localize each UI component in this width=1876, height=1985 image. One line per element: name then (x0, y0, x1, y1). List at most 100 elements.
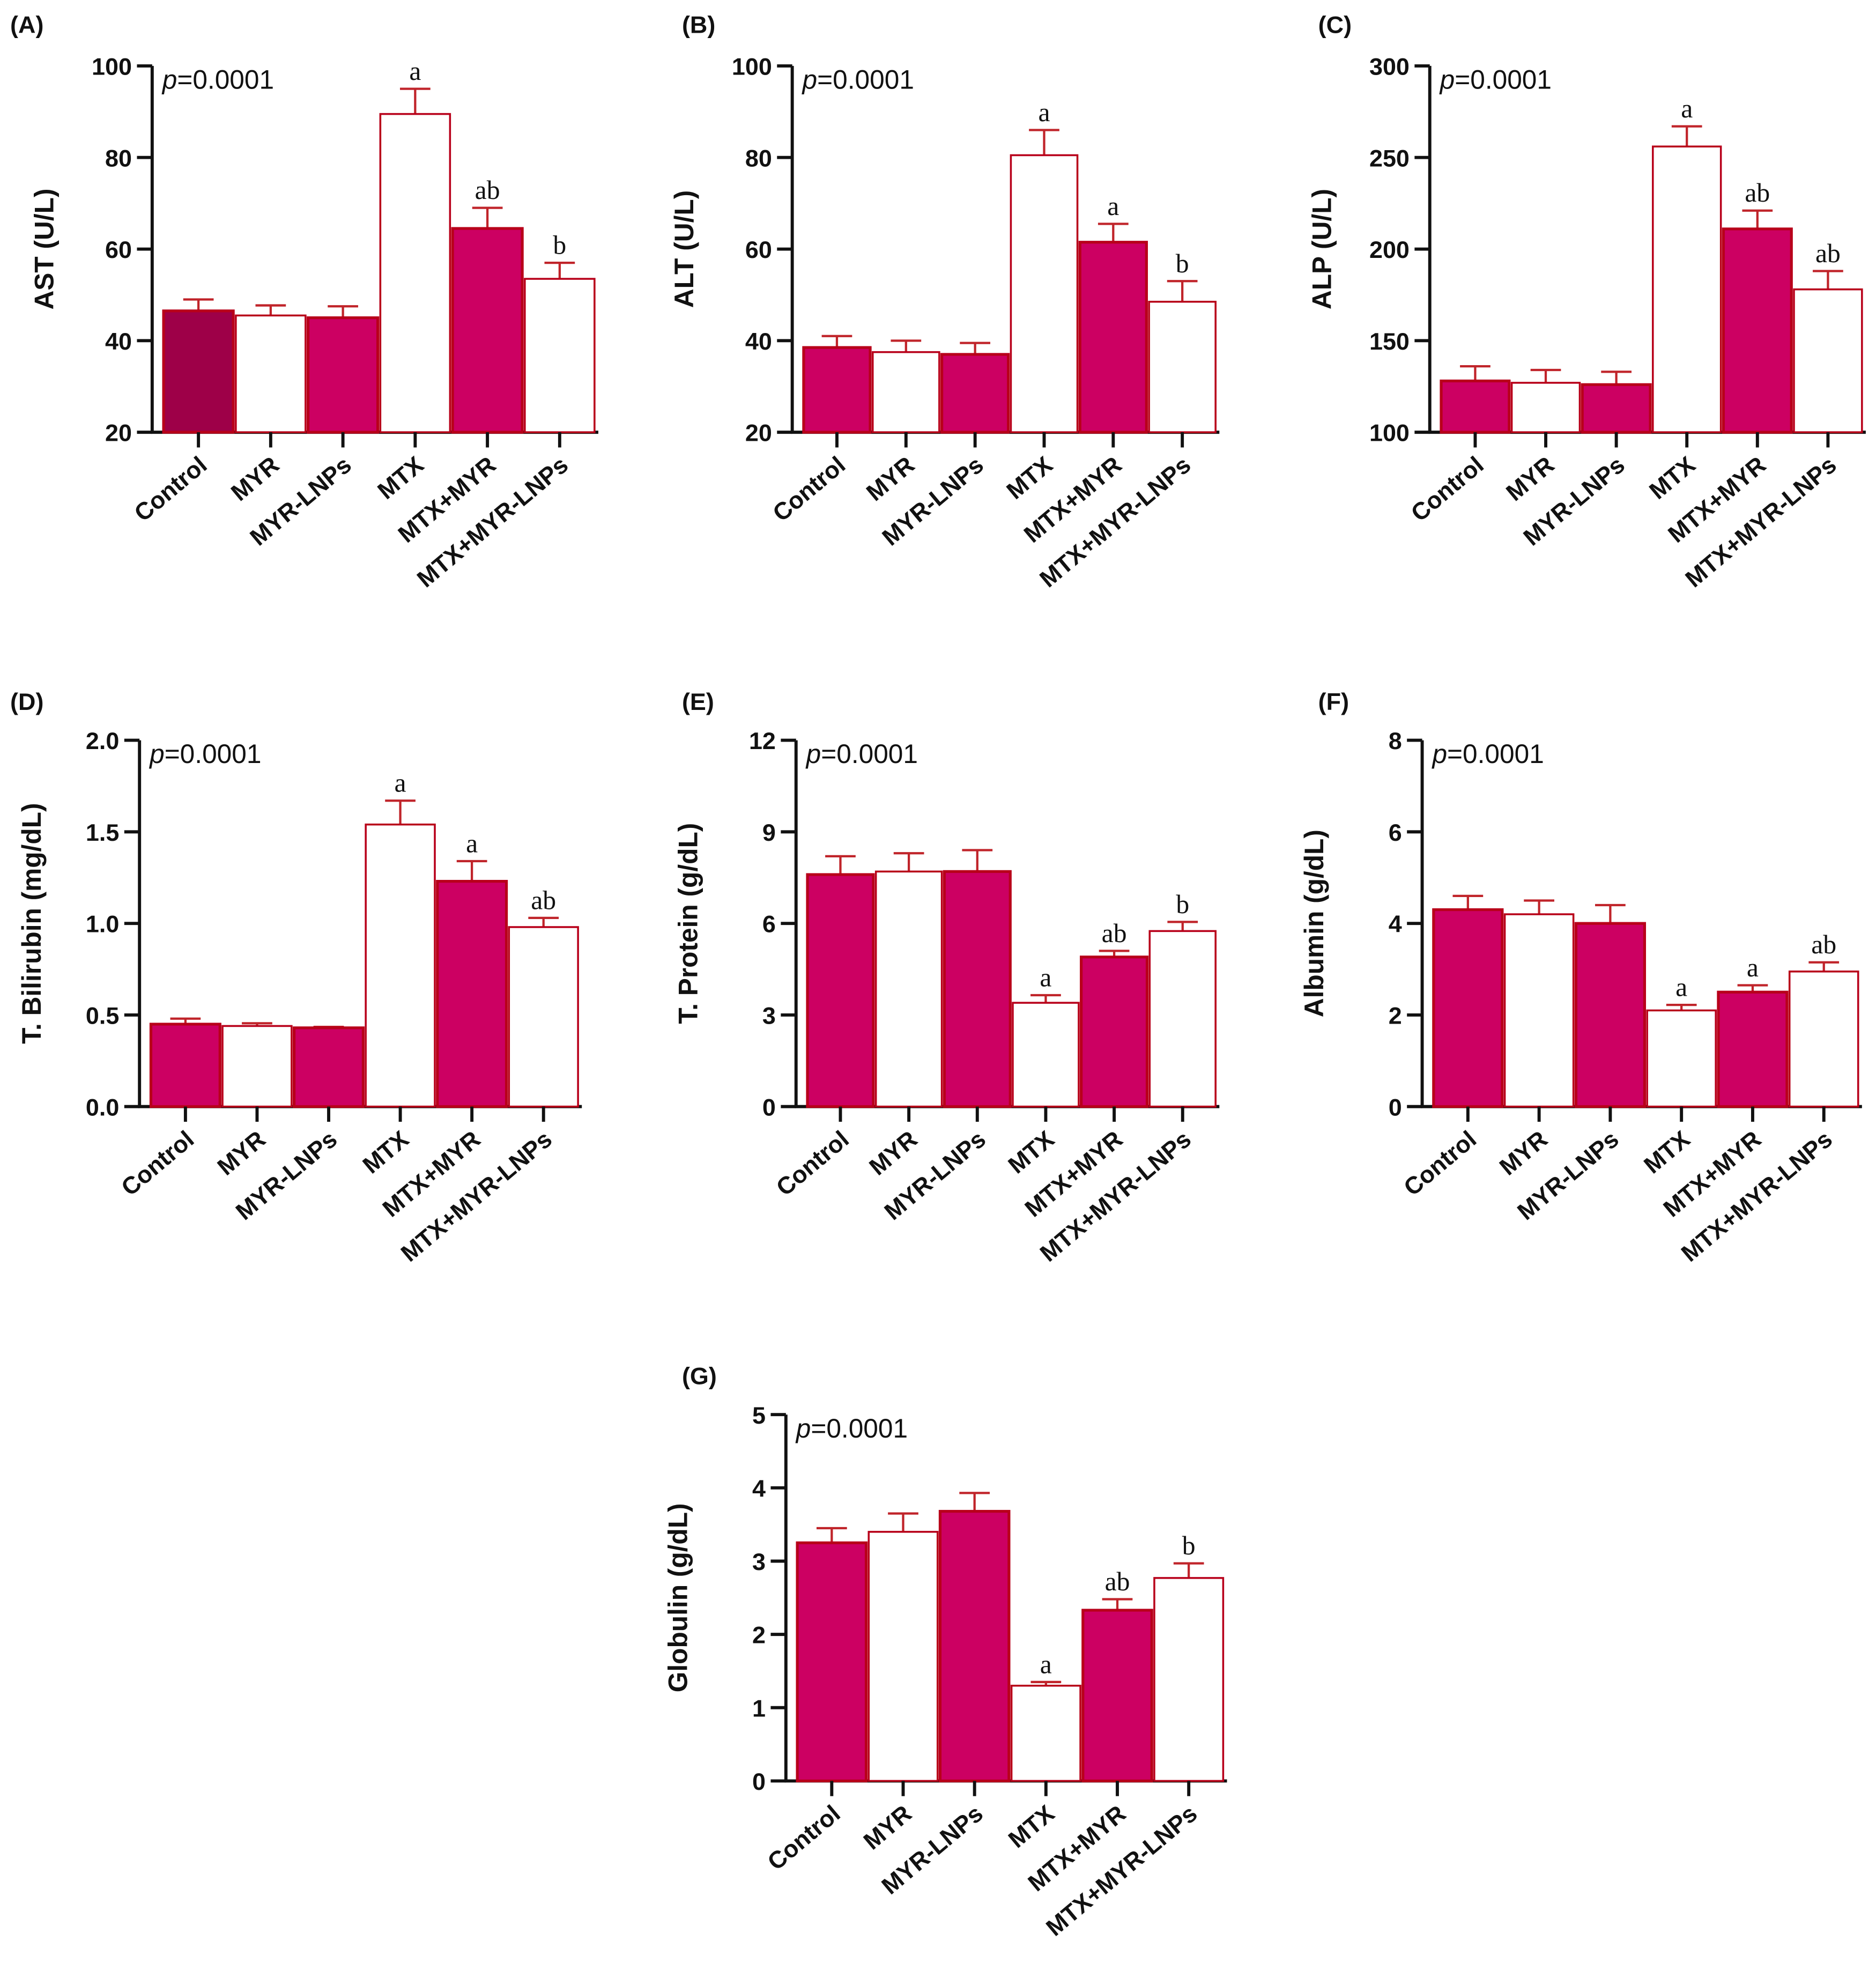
significance-letter: ab (1105, 1567, 1130, 1596)
p-value-symbol: p (1431, 739, 1447, 769)
x-tick-label: MYR (858, 1799, 917, 1855)
bar-mtx-myr-lnps (524, 278, 596, 433)
chart-panel-e: (E) 0 3 6 9 12 T. Protein (g/dL) p=0.0001 Contro… (673, 688, 1220, 1267)
bar-mtx-myr-lnps (1148, 300, 1217, 433)
p-value-label: p=0.0001 (805, 739, 918, 769)
y-tick-label: 80 (745, 144, 772, 172)
significance-letter: a (1038, 98, 1050, 127)
panel-label: (F) (1318, 688, 1349, 715)
x-tick-label: MTX (372, 451, 428, 505)
x-tick-label: MYR (226, 451, 284, 506)
bar-mtx-myr (1722, 227, 1793, 434)
y-tick-label: 100 (732, 53, 772, 80)
y-tick-label: 2 (1389, 1002, 1402, 1029)
bar-myr (871, 351, 940, 433)
bar-myr-lnps (306, 316, 380, 434)
p-value-symbol: p (802, 64, 818, 94)
x-tick-label: MTX (358, 1125, 414, 1179)
y-tick-label: 3 (762, 1002, 776, 1029)
p-value-label: p=0.0001 (795, 1413, 908, 1443)
y-axis-label: AST (U/L) (29, 189, 59, 310)
y-axis-label: Albumin (g/dL) (1299, 829, 1329, 1017)
x-tick-label: MYR (212, 1125, 271, 1181)
p-value-label: p=0.0001 (149, 739, 261, 769)
y-axis-label: T. Protein (g/dL) (673, 823, 703, 1024)
bar-myr (1510, 382, 1581, 433)
y-tick-label: 2 (752, 1621, 766, 1649)
y-tick-label: 40 (745, 328, 772, 355)
y-tick-label: 3 (752, 1548, 766, 1575)
bar-control (796, 1541, 868, 1782)
significance-letter: a (395, 768, 406, 798)
chart-panel-a: (A) 20 40 60 80 100 AST (U/L) p=0.0001 Control MY… (10, 11, 598, 592)
significance-letter: ab (1102, 919, 1127, 948)
y-tick-label: 6 (1389, 819, 1402, 846)
bar-mtx-myr-lnps (1793, 288, 1863, 433)
y-tick-label: 300 (1369, 53, 1410, 80)
y-tick-label: 0.0 (86, 1093, 119, 1121)
p-value-symbol: p (805, 739, 821, 769)
bar-mtx-myr (1081, 1609, 1153, 1782)
significance-letter: a (1040, 962, 1051, 992)
bar-control (1440, 379, 1511, 434)
panel-label: (D) (10, 688, 43, 715)
y-tick-label: 6 (762, 910, 776, 938)
significance-letter: a (1675, 973, 1687, 1002)
significance-letter: a (1681, 94, 1693, 123)
significance-letter: a (466, 828, 478, 858)
y-tick-label: 20 (105, 419, 132, 447)
bar-myr (874, 870, 943, 1108)
y-tick-label: 100 (92, 53, 132, 80)
significance-letter: ab (1745, 178, 1770, 208)
panel-label: (A) (10, 11, 43, 38)
x-tick-label: Control (1406, 451, 1489, 527)
x-tick-label: Control (762, 1799, 846, 1876)
bar-mtx-myr-lnps (1788, 971, 1859, 1108)
y-tick-label: 0 (1389, 1093, 1402, 1121)
p-value-number: =0.0001 (165, 739, 262, 769)
significance-letter: b (553, 231, 566, 260)
bar-myr-lnps (1581, 383, 1652, 434)
bar-control (802, 346, 872, 434)
y-tick-label: 80 (105, 144, 132, 172)
bar-control (1432, 908, 1504, 1108)
significance-letter: a (1040, 1649, 1052, 1679)
chart-panel-c: (C) 100 150 200 250 300 ALP (U/L) p=0.0001 Contr… (1307, 11, 1866, 592)
y-tick-label: 0 (762, 1093, 776, 1121)
p-value-label: p=0.0001 (1431, 739, 1544, 769)
x-tick-label: MYR (1494, 1125, 1553, 1181)
y-tick-label: 12 (749, 727, 776, 754)
bar-mtx (1010, 1684, 1081, 1782)
bar-mtx (365, 823, 436, 1108)
bar-myr-lnps (940, 353, 1010, 434)
y-axis-label: ALT (U/L) (669, 190, 699, 308)
bar-myr-lnps (1574, 922, 1647, 1108)
x-tick-label: Control (116, 1125, 199, 1202)
y-tick-label: 250 (1369, 144, 1410, 172)
panel-label: (G) (682, 1362, 717, 1389)
y-tick-label: 0 (752, 1768, 766, 1795)
x-tick-label: MTX (1644, 451, 1700, 505)
p-value-number: =0.0001 (821, 739, 918, 769)
p-value-label: p=0.0001 (1439, 64, 1552, 94)
panel-label: (E) (682, 688, 714, 715)
y-tick-label: 60 (745, 236, 772, 263)
x-tick-label: MYR (864, 1125, 922, 1181)
x-tick-label: MYR (861, 451, 920, 506)
p-value-label: p=0.0001 (802, 64, 914, 94)
p-value-number: =0.0001 (811, 1413, 908, 1443)
significance-letter: a (409, 56, 421, 86)
bar-control (162, 309, 235, 434)
bar-mtx (1652, 145, 1722, 433)
significance-letter: a (1107, 191, 1119, 221)
significance-letter: ab (1815, 239, 1841, 268)
y-tick-label: 2.0 (86, 727, 119, 754)
bar-myr (867, 1531, 939, 1782)
significance-letter: b (1176, 890, 1189, 919)
y-axis-label: T. Bilirubin (mg/dL) (17, 803, 47, 1043)
x-tick-label: Control (771, 1125, 854, 1202)
bar-myr-lnps (943, 870, 1012, 1108)
p-value-number: =0.0001 (177, 64, 274, 94)
p-value-number: =0.0001 (1455, 64, 1552, 94)
